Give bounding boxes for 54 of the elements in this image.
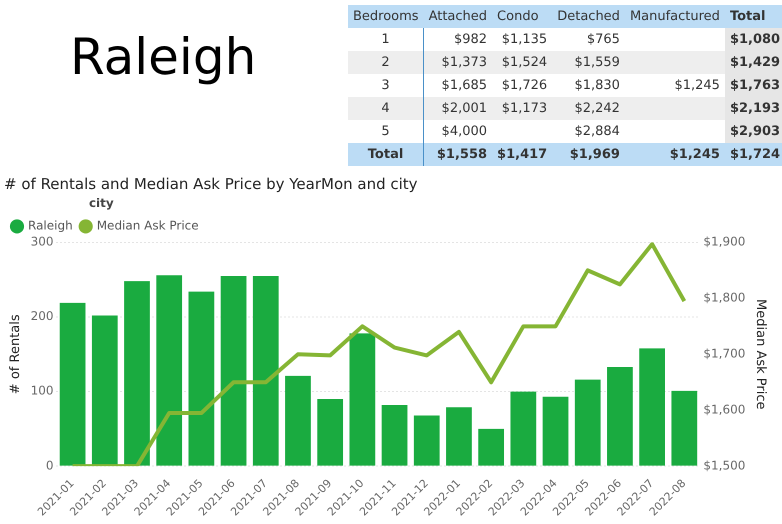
text: Raleigh — [70, 28, 256, 86]
x-tick-label: Detached — [556, 8, 621, 26]
y2-axis-title: Median Ask Price — [752, 299, 768, 410]
chart-title: # of Rentals and Median Ask Price by YearMon and city — [4, 174, 418, 193]
x-tick-label: Attached — [428, 8, 488, 26]
y2-tick-label: $1,800 — [703, 290, 746, 304]
bar — [671, 390, 698, 466]
bar — [510, 392, 536, 466]
bar — [124, 281, 150, 466]
plain-row: 1 $982 $1,135 $765 $1,080 — [348, 28, 782, 51]
shaded-row: 2 $1,373 $1,524 $1,559 $1,429 — [348, 51, 782, 74]
bar — [478, 428, 504, 466]
y-tick-label: 2 — [348, 51, 424, 74]
y-tick-label: 100 — [30, 384, 54, 398]
bar — [188, 292, 214, 466]
bar — [607, 366, 633, 466]
y-tick-label: 200 — [30, 309, 54, 324]
y2-tick-label: $1,500 — [703, 458, 746, 472]
shaded-row: 4 $2,001 $1,173 $2,242 $2,193 — [348, 97, 782, 120]
bar — [317, 399, 344, 466]
legend-label: Median Ask Price — [96, 218, 199, 233]
bar — [252, 276, 279, 466]
plain-row: 5 $4,000 $2,884 $2,903 — [348, 120, 782, 143]
bar — [220, 276, 246, 466]
bar — [349, 333, 376, 466]
y-tick-label: 300 — [30, 234, 54, 249]
bar — [60, 302, 86, 466]
y2-tick-label: $1,900 — [703, 234, 746, 249]
x-tick-label: Condo — [496, 8, 540, 26]
x-tick-label: Manufactured — [628, 8, 721, 26]
bar — [446, 407, 472, 466]
y-tick-label: 4 — [348, 97, 424, 120]
legend-title: city — [88, 196, 114, 210]
y2-tick-label: $1,700 — [703, 346, 746, 360]
y-tick-label: 1 — [348, 28, 424, 51]
legend-label: Raleigh — [28, 218, 73, 233]
bar — [285, 376, 311, 466]
bar — [156, 275, 182, 466]
y-tick-label: 0 — [46, 458, 54, 472]
total-row: Total $1,558 $1,417 $1,969 $1,245 $1,724 — [348, 143, 782, 166]
y-tick-label: 3 — [348, 74, 424, 97]
bar — [92, 316, 118, 466]
y-tick-label: Total — [348, 143, 424, 166]
y-tick-label: 5 — [348, 120, 424, 143]
y2-tick-label: $1,600 — [703, 402, 746, 416]
bar — [574, 380, 601, 466]
bar — [542, 396, 568, 466]
bar — [414, 415, 440, 466]
bar — [639, 348, 665, 466]
y-axis-title: Bedrooms — [352, 8, 420, 26]
x-tick-label: Total — [728, 8, 766, 26]
bar — [382, 405, 408, 466]
plain-row: 3 $1,685 $1,726 $1,830 $1,245 $1,763 — [348, 74, 782, 97]
y-axis-title: # of Rentals — [8, 314, 24, 394]
